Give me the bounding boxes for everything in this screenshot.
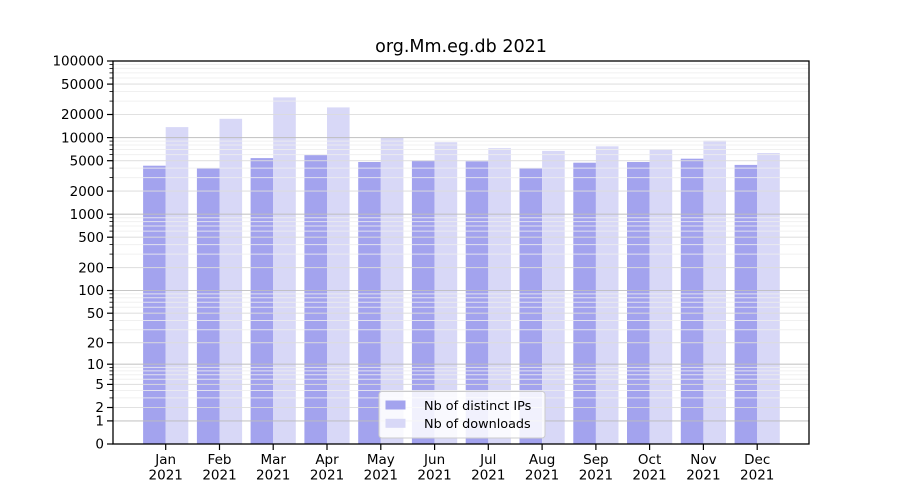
x-axis-tick-label: Sep 2021 [579,452,613,484]
bar-distinct-ips-may [358,162,381,444]
y-axis-tick-label: 10000 [61,130,104,146]
bar-downloads-oct [649,149,673,444]
y-axis-tick-label: 20000 [61,107,104,123]
y-axis-tick-label: 200 [78,260,104,276]
x-axis-tick-label: Jul 2021 [471,452,505,484]
bar-distinct-ips-nov [680,158,704,444]
y-axis-tick-label: 5 [95,377,104,393]
y-axis-tick-label: 50 [87,306,104,322]
plot-border [112,60,810,445]
bar-downloads-nov [703,140,726,444]
y-axis-tick-label: 0 [95,437,104,453]
bar-distinct-ips-oct [627,162,650,444]
x-axis-tick-label: May 2021 [364,452,398,484]
y-axis-tick-label: 1 [95,414,104,430]
y-axis-tick-label: 10 [87,357,104,373]
bar-downloads-dec [757,153,780,444]
x-axis-tick-label: Nov 2021 [686,452,720,484]
x-axis-tick-label: Apr 2021 [310,452,344,484]
gridlines-layer [113,60,809,422]
x-axis-tick-label: Dec 2021 [740,452,774,484]
bar-distinct-ips-sep [573,162,596,444]
bar-distinct-ips-apr [304,155,327,444]
legend-box [378,391,546,439]
bar-downloads-jan [165,127,189,444]
bar-distinct-ips-feb [196,168,220,444]
bar-downloads-feb [219,118,243,445]
x-axis-tick-label: Jan 2021 [149,452,183,484]
x-axis-tick-label: Feb 2021 [202,452,236,484]
bar-distinct-ips-dec [734,164,758,444]
x-axis-tick-label: Oct 2021 [632,452,666,484]
legend-swatch-distinct-ips [385,400,406,410]
y-axis-tick-label: 100 [78,283,104,299]
y-axis-tick-label: 50000 [61,77,104,93]
bar-distinct-ips-jan [143,165,166,444]
legend-label-downloads: Nb of downloads [424,417,531,432]
legend-label-distinct-ips: Nb of distinct IPs [424,399,532,414]
y-axis-tick-label: 100000 [52,54,104,70]
y-axis-tick-label: 5000 [70,153,104,169]
bar-downloads-sep [595,146,619,445]
y-axis-tick-label: 2000 [70,184,104,200]
bar-downloads-apr [327,107,350,445]
x-axis-tick-label: Aug 2021 [525,452,559,484]
x-axis-tick-label: Jun 2021 [417,452,451,484]
legend-swatch-downloads [385,418,406,428]
y-axis-tick-label: 1000 [70,207,104,223]
y-axis-tick-label: 500 [78,230,104,246]
axes-layer: 0 12 5 10 20 50 100 200 500 1000 2000 5000 10000 2000… [52,54,810,484]
chart-title: org.Mm.eg.db 2021 [375,37,547,57]
bar-distinct-ips-mar [250,158,274,444]
legend: Nb of distinct IPs Nb of downloads [378,391,546,439]
bar-downloads-mar [273,97,296,445]
y-axis-tick-label: 2 [95,400,104,416]
y-axis-tick-label: 20 [87,335,104,351]
x-axis-tick-label: Mar 2021 [256,452,290,484]
